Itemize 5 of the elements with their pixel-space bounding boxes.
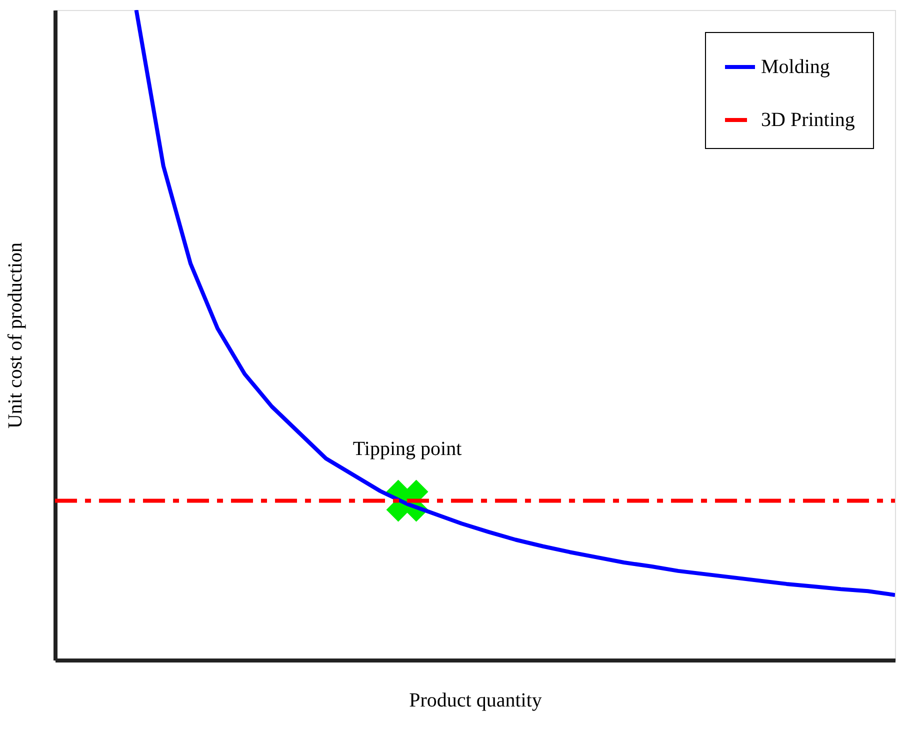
y-axis-title: Unit cost of production <box>4 242 26 429</box>
legend-label: 3D Printing <box>761 109 855 131</box>
legend-label: Molding <box>761 56 830 78</box>
annotation: Tipping point <box>352 438 462 460</box>
x-axis-title: Product quantity <box>409 690 542 712</box>
